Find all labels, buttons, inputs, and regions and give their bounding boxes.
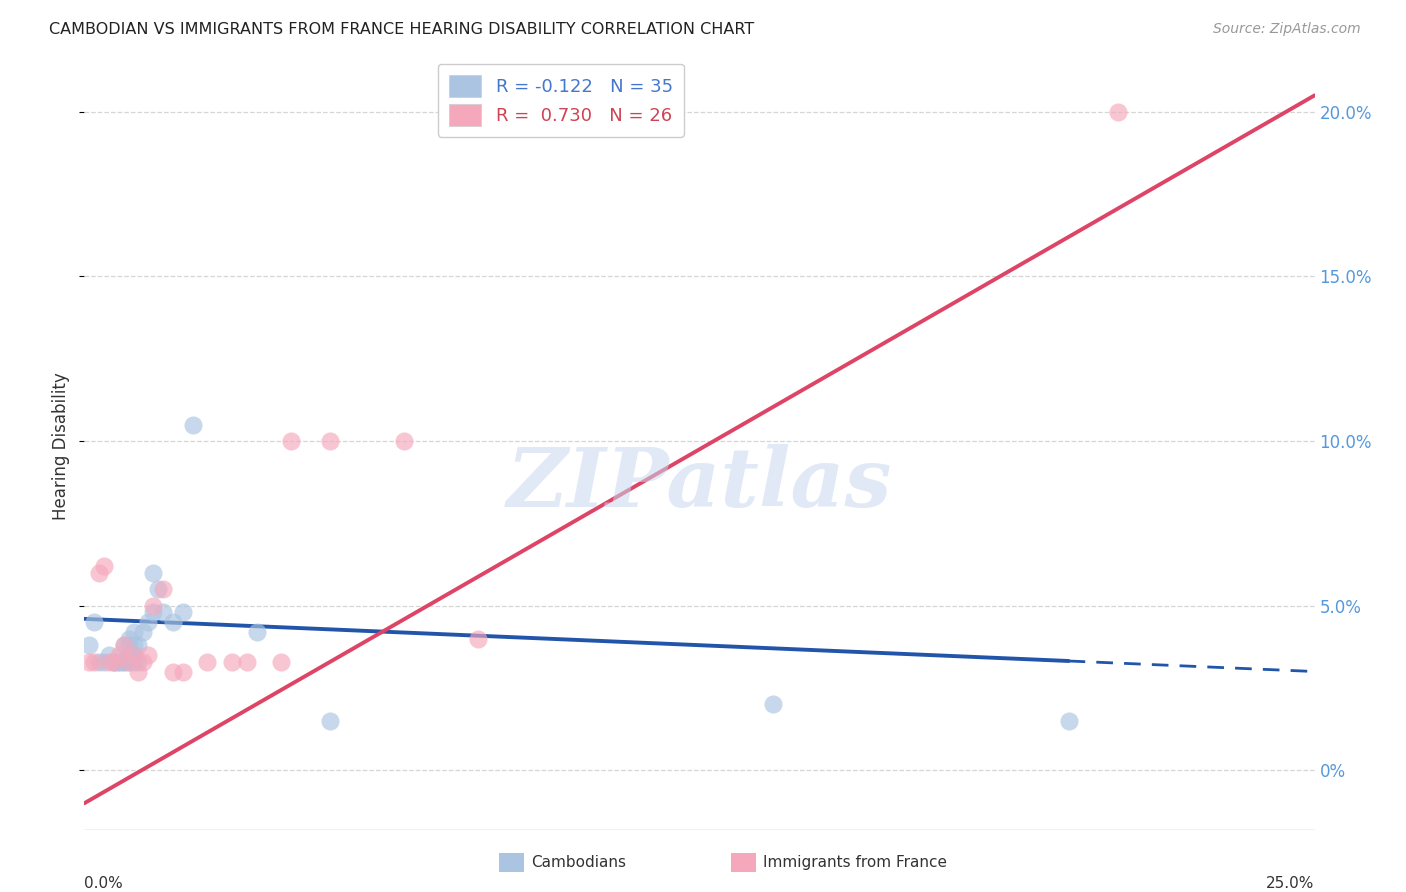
Point	[172, 605, 194, 619]
Point	[118, 655, 141, 669]
Point	[98, 648, 120, 662]
Point	[762, 698, 785, 712]
Point	[112, 638, 135, 652]
Point	[122, 655, 145, 669]
Point	[87, 566, 111, 580]
Point	[138, 615, 160, 629]
Point	[93, 559, 115, 574]
Point	[108, 655, 131, 669]
Point	[98, 655, 120, 669]
Point	[221, 655, 243, 669]
Point	[1057, 714, 1080, 728]
Point	[122, 625, 145, 640]
Point	[152, 605, 174, 619]
Text: Source: ZipAtlas.com: Source: ZipAtlas.com	[1213, 22, 1361, 37]
Point	[181, 417, 204, 432]
Point	[142, 605, 165, 619]
Point	[112, 655, 135, 669]
Point	[197, 655, 219, 669]
Legend: R = -0.122   N = 35, R =  0.730   N = 26: R = -0.122 N = 35, R = 0.730 N = 26	[437, 64, 683, 136]
Point	[270, 655, 292, 669]
Point	[118, 648, 141, 662]
Point	[128, 665, 150, 679]
Point	[87, 655, 111, 669]
Point	[246, 625, 269, 640]
Point	[319, 714, 342, 728]
Point	[122, 648, 145, 662]
Point	[103, 655, 125, 669]
Text: 25.0%: 25.0%	[1267, 876, 1315, 890]
Point	[108, 648, 131, 662]
Point	[1107, 104, 1129, 119]
Point	[79, 638, 101, 652]
Point	[122, 648, 145, 662]
Point	[236, 655, 259, 669]
Point	[132, 655, 155, 669]
Point	[319, 434, 342, 448]
Point	[142, 599, 165, 613]
Point	[112, 638, 135, 652]
Y-axis label: Hearing Disability: Hearing Disability	[52, 372, 70, 520]
Point	[152, 582, 174, 597]
Point	[83, 615, 105, 629]
Point	[79, 655, 101, 669]
Point	[128, 638, 150, 652]
Point	[122, 638, 145, 652]
Text: Cambodians: Cambodians	[531, 855, 627, 870]
Point	[162, 615, 184, 629]
Text: Immigrants from France: Immigrants from France	[763, 855, 948, 870]
Point	[118, 632, 141, 646]
Point	[108, 655, 131, 669]
Point	[280, 434, 302, 448]
Point	[103, 655, 125, 669]
Point	[162, 665, 184, 679]
Text: ZIPatlas: ZIPatlas	[506, 444, 893, 524]
Text: 0.0%: 0.0%	[84, 876, 124, 890]
Point	[112, 655, 135, 669]
Point	[394, 434, 416, 448]
Point	[93, 655, 115, 669]
Point	[132, 625, 155, 640]
Point	[172, 665, 194, 679]
Point	[128, 655, 150, 669]
Point	[118, 655, 141, 669]
Point	[138, 648, 160, 662]
Text: CAMBODIAN VS IMMIGRANTS FROM FRANCE HEARING DISABILITY CORRELATION CHART: CAMBODIAN VS IMMIGRANTS FROM FRANCE HEAR…	[49, 22, 755, 37]
Point	[103, 655, 125, 669]
Point	[83, 655, 105, 669]
Point	[148, 582, 170, 597]
Point	[142, 566, 165, 580]
Point	[118, 638, 141, 652]
Point	[467, 632, 489, 646]
